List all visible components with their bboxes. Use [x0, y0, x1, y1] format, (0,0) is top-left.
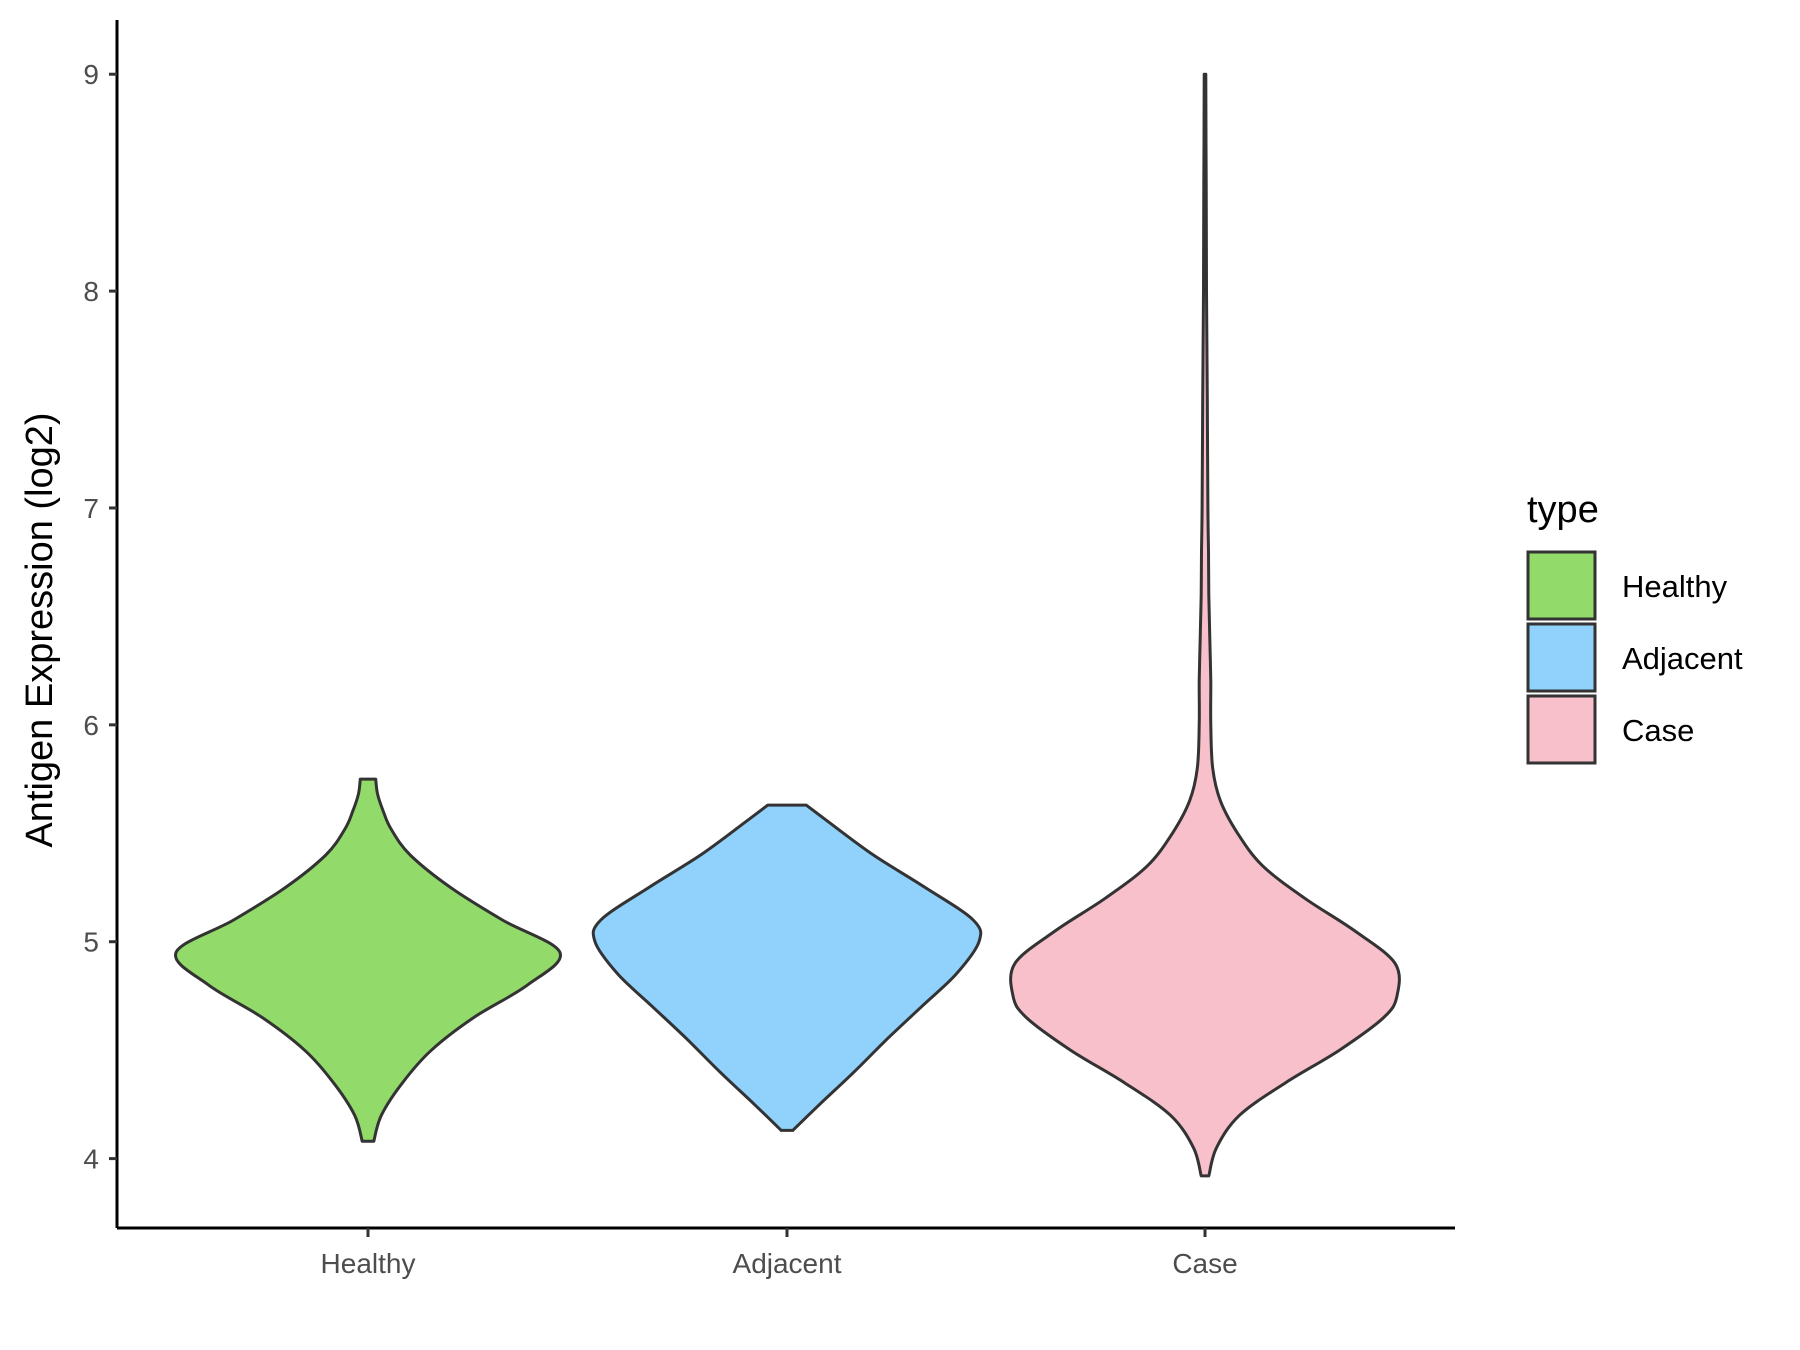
- x-tick-label-healthy: Healthy: [321, 1248, 416, 1279]
- violin-healthy: [174, 777, 562, 1143]
- x-tick-label-adjacent: Adjacent: [733, 1248, 842, 1279]
- legend-swatch-healthy: [1526, 550, 1597, 621]
- legend-title: type: [1527, 489, 1599, 531]
- legend: type Healthy Adjacent Case: [1526, 489, 1743, 765]
- y-tick-label-9: 9: [83, 59, 99, 90]
- violins-layer: [174, 72, 1401, 1178]
- x-tick-label-case: Case: [1172, 1248, 1237, 1279]
- legend-label-healthy: Healthy: [1622, 569, 1728, 604]
- y-tick-label-8: 8: [83, 276, 99, 307]
- y-axis-title: Antigen Expression (log2): [19, 412, 61, 847]
- legend-label-case: Case: [1622, 713, 1694, 748]
- y-tick-label-5: 5: [83, 927, 99, 958]
- legend-swatch-case: [1526, 694, 1597, 765]
- legend-swatch-adjacent: [1526, 622, 1597, 693]
- y-tick-label-7: 7: [83, 493, 99, 524]
- violin-case: [1009, 72, 1401, 1178]
- axes-layer: 4 5 6 7 8 9 Healthy Adjacent Case: [83, 20, 1455, 1279]
- violin-adjacent: [591, 803, 983, 1132]
- y-tick-label-6: 6: [83, 710, 99, 741]
- y-tick-label-4: 4: [83, 1144, 99, 1175]
- legend-label-adjacent: Adjacent: [1622, 641, 1743, 676]
